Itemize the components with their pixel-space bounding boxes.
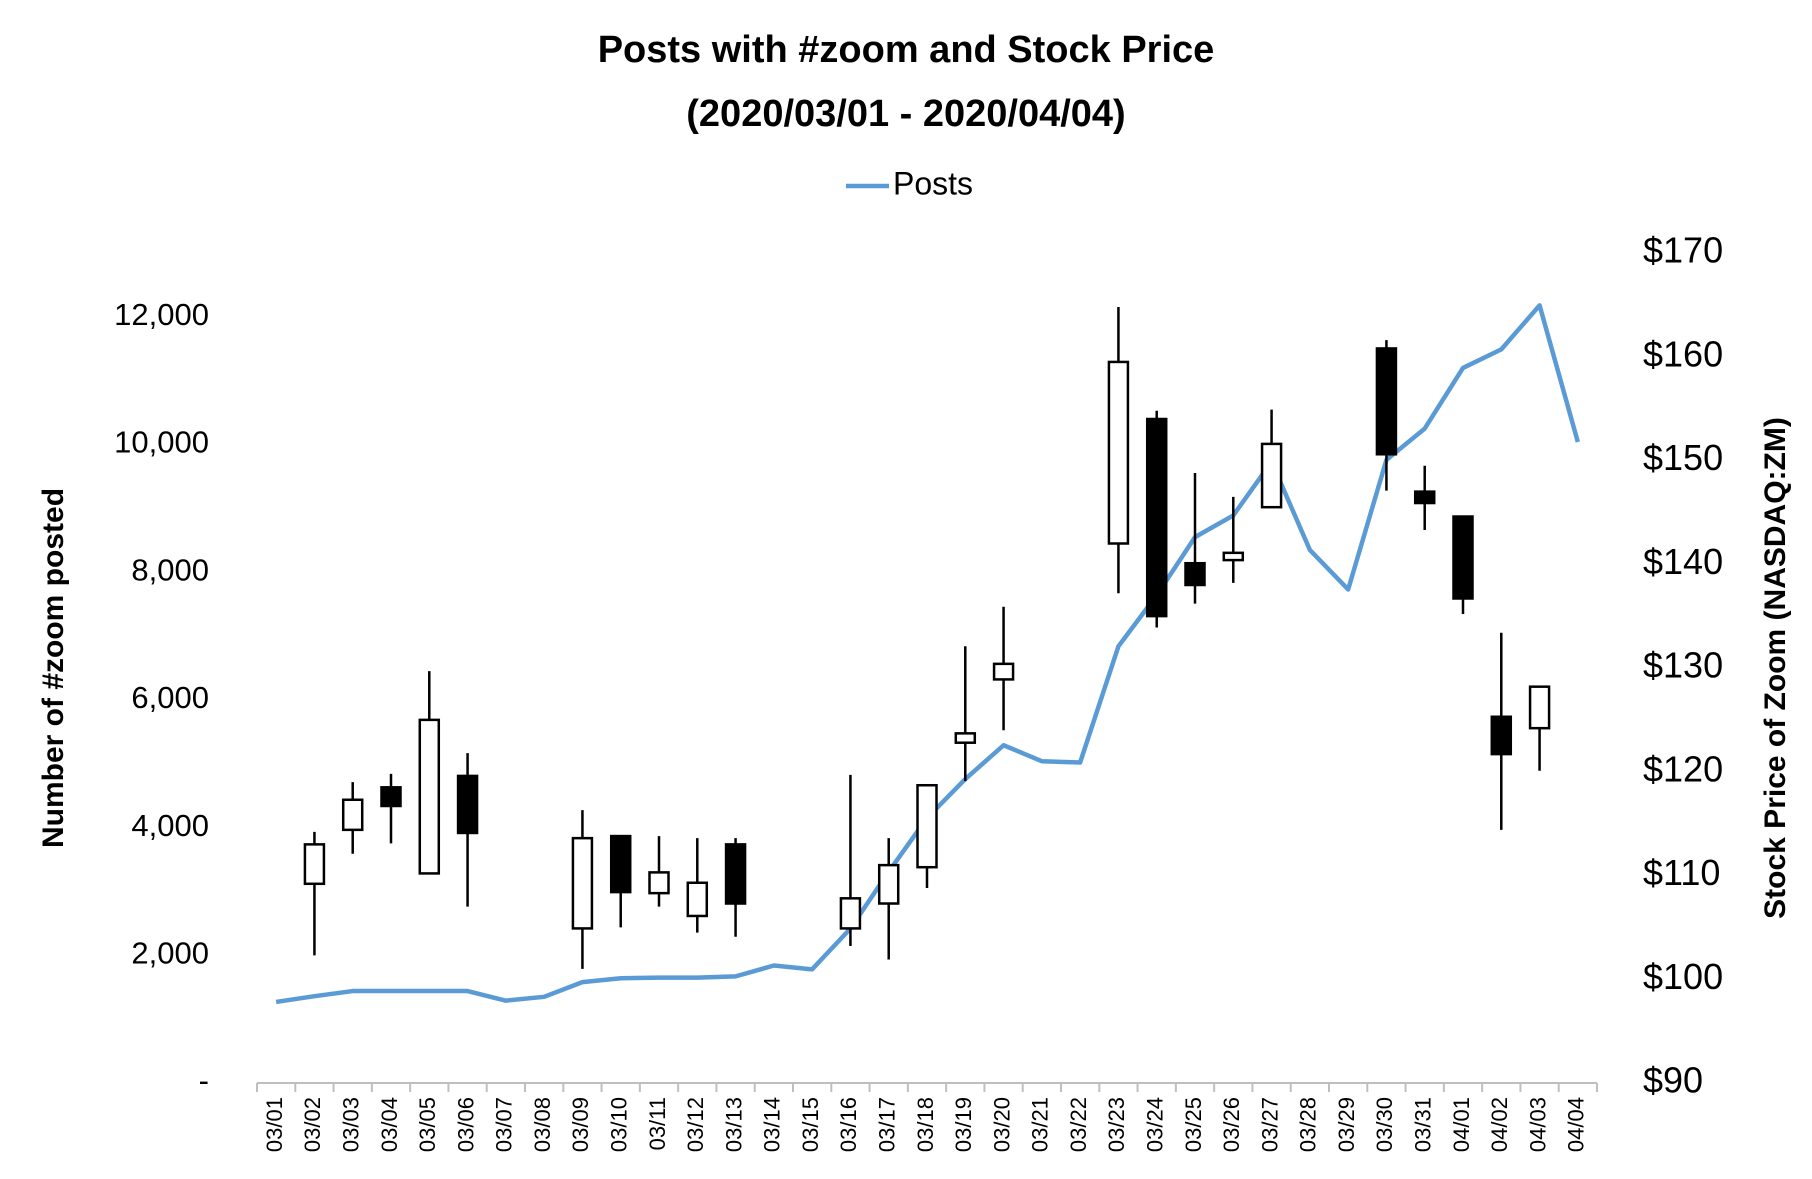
candle-body: [916, 783, 938, 869]
candle-body: [303, 843, 326, 886]
candle-body: [1145, 417, 1168, 618]
candle-body: [992, 662, 1015, 681]
y2-tick-label: $140: [1643, 541, 1723, 582]
candle-body: [1413, 490, 1436, 505]
x-tick-label: 03/13: [721, 1097, 746, 1152]
y2-axis-title: Stock Price of Zoom (NASDAQ:ZM): [1759, 417, 1792, 919]
x-tick-label: 03/29: [1334, 1097, 1359, 1152]
x-tick-label: 03/01: [262, 1097, 287, 1152]
candle-body: [1222, 551, 1245, 562]
x-tick-label: 03/19: [951, 1097, 976, 1152]
y2-tick-label: $160: [1643, 333, 1723, 374]
chart-title: (2020/03/01 - 2020/04/04): [686, 93, 1125, 135]
x-tick-label: 03/07: [492, 1097, 517, 1152]
x-tick-label: 03/26: [1219, 1097, 1244, 1152]
x-tick-label: 03/28: [1296, 1097, 1321, 1152]
x-tick-label: 03/03: [339, 1097, 364, 1152]
x-tick-label: 04/02: [1487, 1097, 1512, 1152]
x-tick-label: 03/27: [1257, 1097, 1282, 1152]
x-tick-label: 03/08: [530, 1097, 555, 1152]
x-tick-label: 03/15: [798, 1097, 823, 1152]
candle-body: [1260, 442, 1283, 509]
candle-body: [1528, 685, 1551, 730]
x-tick-label: 03/14: [760, 1097, 785, 1152]
x-tick-label: 03/24: [1143, 1097, 1168, 1152]
y2-tick-label: $110: [1643, 852, 1720, 893]
candle-body: [1375, 347, 1398, 456]
y-tick-label: 10,000: [114, 425, 209, 460]
candle-body: [1107, 360, 1130, 545]
candle-body: [877, 863, 900, 905]
legend-label: Posts: [893, 165, 973, 201]
x-tick-label: 03/02: [300, 1097, 325, 1152]
y2-tick-label: $120: [1643, 748, 1723, 789]
x-tick-label: 03/09: [568, 1097, 593, 1152]
x-tick-label: 03/17: [875, 1097, 900, 1152]
y2-tick-label: $170: [1643, 230, 1723, 271]
y-tick-label: 6,000: [131, 680, 209, 715]
candle-body: [571, 836, 594, 930]
x-tick-label: 03/05: [415, 1097, 440, 1152]
candle-body: [839, 897, 862, 930]
y2-tick-label: $90: [1643, 1060, 1703, 1101]
candle-body: [1490, 715, 1513, 756]
candle-body: [954, 732, 977, 744]
candle-body: [380, 786, 402, 808]
candle-body: [686, 881, 709, 918]
x-tick-label: 03/22: [1066, 1097, 1091, 1152]
candle-body: [609, 834, 632, 894]
x-tick-label: 03/31: [1411, 1097, 1436, 1152]
y-axis-title: Number of #zoom posted: [37, 488, 70, 848]
x-tick-label: 03/21: [1028, 1097, 1053, 1152]
y-tick-label: -: [199, 1063, 209, 1098]
x-tick-label: 03/04: [377, 1097, 402, 1152]
x-tick-label: 03/16: [836, 1097, 861, 1152]
candle-body: [456, 774, 479, 835]
x-tick-label: 03/11: [645, 1097, 670, 1150]
x-tick-label: 03/10: [607, 1097, 632, 1152]
candle-body: [724, 843, 747, 905]
x-tick-label: 04/03: [1525, 1097, 1550, 1152]
x-tick-label: 04/01: [1449, 1097, 1474, 1152]
y-tick-label: 12,000: [114, 297, 209, 332]
x-tick-label: 03/30: [1372, 1097, 1397, 1152]
candle-body: [418, 718, 441, 875]
candle-body: [341, 798, 364, 832]
y2-tick-label: $100: [1643, 956, 1723, 997]
x-tick-label: 03/18: [913, 1097, 938, 1152]
y-tick-label: 2,000: [131, 935, 209, 970]
candle-body: [1184, 561, 1206, 587]
candle-body: [1452, 515, 1474, 600]
x-tick-label: 04/04: [1564, 1097, 1589, 1152]
x-tick-label: 03/06: [453, 1097, 478, 1152]
x-tick-label: 03/23: [1104, 1097, 1129, 1152]
y-tick-label: 4,000: [131, 808, 209, 843]
y2-tick-label: $130: [1643, 645, 1723, 686]
candle-body: [648, 871, 670, 895]
chart-title: Posts with #zoom and Stock Price: [598, 29, 1215, 71]
x-tick-label: 03/25: [1181, 1097, 1206, 1152]
x-tick-label: 03/20: [989, 1097, 1014, 1152]
x-tick-label: 03/12: [683, 1097, 708, 1152]
y-tick-label: 8,000: [131, 552, 209, 587]
y2-tick-label: $150: [1643, 437, 1723, 478]
